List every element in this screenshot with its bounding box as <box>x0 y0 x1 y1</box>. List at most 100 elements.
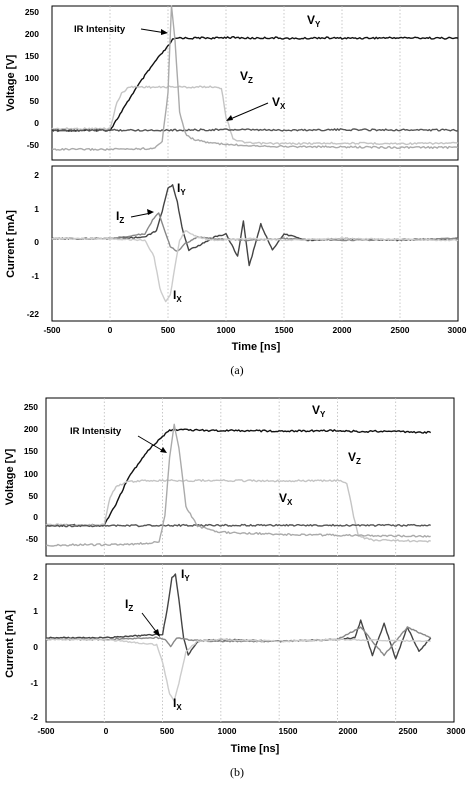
ytick-label: 200 <box>25 29 39 39</box>
ytick-label: 50 <box>30 96 40 106</box>
xticks-b: -500 0 500 1000 1500 2000 2500 3000 <box>37 726 465 736</box>
xtick-label: 1500 <box>279 726 298 736</box>
series-line-i-x <box>45 638 431 702</box>
plot-frame-b-voltage <box>45 397 455 557</box>
xtick-label: 2000 <box>339 726 358 736</box>
xtick-label: 1000 <box>217 325 236 335</box>
vz-label: VZ <box>348 450 361 466</box>
ytick-label: 100 <box>24 469 38 479</box>
grid-a-voltage <box>109 6 401 160</box>
xtick-label: 0 <box>108 325 113 335</box>
panel-a: -50 0 50 100 150 200 250 Voltage [V] IR … <box>5 5 467 377</box>
ytick-label: -2 <box>30 712 38 722</box>
plot-frame-a-voltage <box>51 5 459 161</box>
series-line-v-x <box>45 523 431 528</box>
iz-arrow <box>130 212 152 218</box>
series-line-ir-intensity <box>51 5 459 152</box>
vy-label: VY <box>312 403 326 419</box>
arrowhead-icon <box>147 209 154 215</box>
ytick-label: 250 <box>25 7 39 17</box>
xtick-label: 1500 <box>275 325 294 335</box>
xtick-label: 2500 <box>399 726 418 736</box>
ytick-label: 0 <box>34 118 39 128</box>
plot-frame-b-current <box>45 563 455 723</box>
vx-label: VX <box>272 95 286 111</box>
series-line-v-x <box>51 128 459 133</box>
ytick-label: 1 <box>34 204 39 214</box>
ytick-label: 1 <box>33 606 38 616</box>
ytick-label: 150 <box>24 446 38 456</box>
yticks-b-voltage: -50 0 50 100 150 200 250 <box>24 402 38 544</box>
series-b-voltage <box>45 423 432 547</box>
ytick-label: -50 <box>27 140 40 150</box>
iz-arrow <box>141 612 159 635</box>
voltage-axis-label: Voltage [V] <box>4 448 16 505</box>
series-line-v-y <box>51 36 459 132</box>
xtick-label: 500 <box>161 325 175 335</box>
iz-label: IZ <box>125 597 133 613</box>
xtick-label: 1000 <box>218 726 237 736</box>
ix-label: IX <box>173 696 182 712</box>
arrowhead-icon <box>160 447 167 453</box>
xtick-label: 2000 <box>333 325 352 335</box>
ir-intensity-label: IR Intensity <box>70 426 122 437</box>
iz-label: IZ <box>116 209 124 225</box>
arrowhead-icon <box>161 29 168 35</box>
grid-a-current <box>109 166 401 321</box>
series-line-v-z <box>45 478 431 543</box>
vy-label: VY <box>307 13 321 29</box>
series-line-v-z <box>51 85 459 146</box>
xtick-label: -500 <box>43 325 60 335</box>
caption-a: (a) <box>230 363 243 377</box>
ytick-label: -1 <box>30 678 38 688</box>
caption-b: (b) <box>230 765 244 779</box>
ytick-label: 250 <box>24 402 38 412</box>
ytick-label: -50 <box>26 534 39 544</box>
arrowhead-icon <box>153 629 160 637</box>
ytick-label: 50 <box>29 491 39 501</box>
xtick-label: 3000 <box>447 726 466 736</box>
series-line-i-x <box>51 230 459 303</box>
xtick-label: -500 <box>37 726 54 736</box>
series-line-i-z <box>45 626 431 657</box>
series-a-current <box>51 184 459 303</box>
panel-b: -50 0 50 100 150 200 250 Voltage [V] IR … <box>4 397 466 779</box>
series-line-i-y <box>45 573 432 660</box>
time-axis-label: Time [ns] <box>231 743 280 755</box>
xtick-label: 2500 <box>391 325 410 335</box>
ir-intensity-arrow <box>137 435 166 453</box>
xtick-label: 500 <box>160 726 174 736</box>
vz-label: VZ <box>240 69 253 85</box>
ytick-label: 0 <box>34 237 39 247</box>
series-line-ir-intensity <box>45 423 431 547</box>
grid-b-current <box>103 564 397 722</box>
ir-intensity-label: IR Intensity <box>74 24 126 35</box>
ix-label: IX <box>173 288 182 304</box>
current-axis-label: Current [mA] <box>5 210 17 278</box>
ytick-label: 100 <box>25 73 39 83</box>
xtick-label: 3000 <box>448 325 467 335</box>
arrowhead-icon <box>226 115 233 121</box>
series-line-i-y <box>52 184 459 267</box>
series-b-current <box>45 573 432 702</box>
series-a-voltage <box>51 5 459 152</box>
iy-label: IY <box>181 567 190 583</box>
ytick-label: 2 <box>33 572 38 582</box>
ytick-label: 150 <box>25 51 39 61</box>
ytick-label: 2 <box>34 170 39 180</box>
ytick-label: -22 <box>27 309 40 319</box>
series-line-v-y <box>46 428 432 527</box>
voltage-axis-label: Voltage [V] <box>5 54 17 111</box>
xticks-a: -500 0 500 1000 1500 2000 2500 3000 <box>43 325 466 335</box>
plot-frame-a-current <box>51 165 459 322</box>
yticks-b-current: -2 -1 0 1 2 <box>30 572 38 722</box>
current-axis-label: Current [mA] <box>4 610 16 678</box>
iy-label: IY <box>177 181 186 197</box>
ytick-label: 0 <box>33 642 38 652</box>
vx-label: VX <box>279 491 293 507</box>
time-axis-label: Time [ns] <box>232 341 281 353</box>
xtick-label: 0 <box>104 726 109 736</box>
yticks-a-voltage: -50 0 50 100 150 200 250 <box>25 7 39 150</box>
ytick-label: 200 <box>24 424 38 434</box>
